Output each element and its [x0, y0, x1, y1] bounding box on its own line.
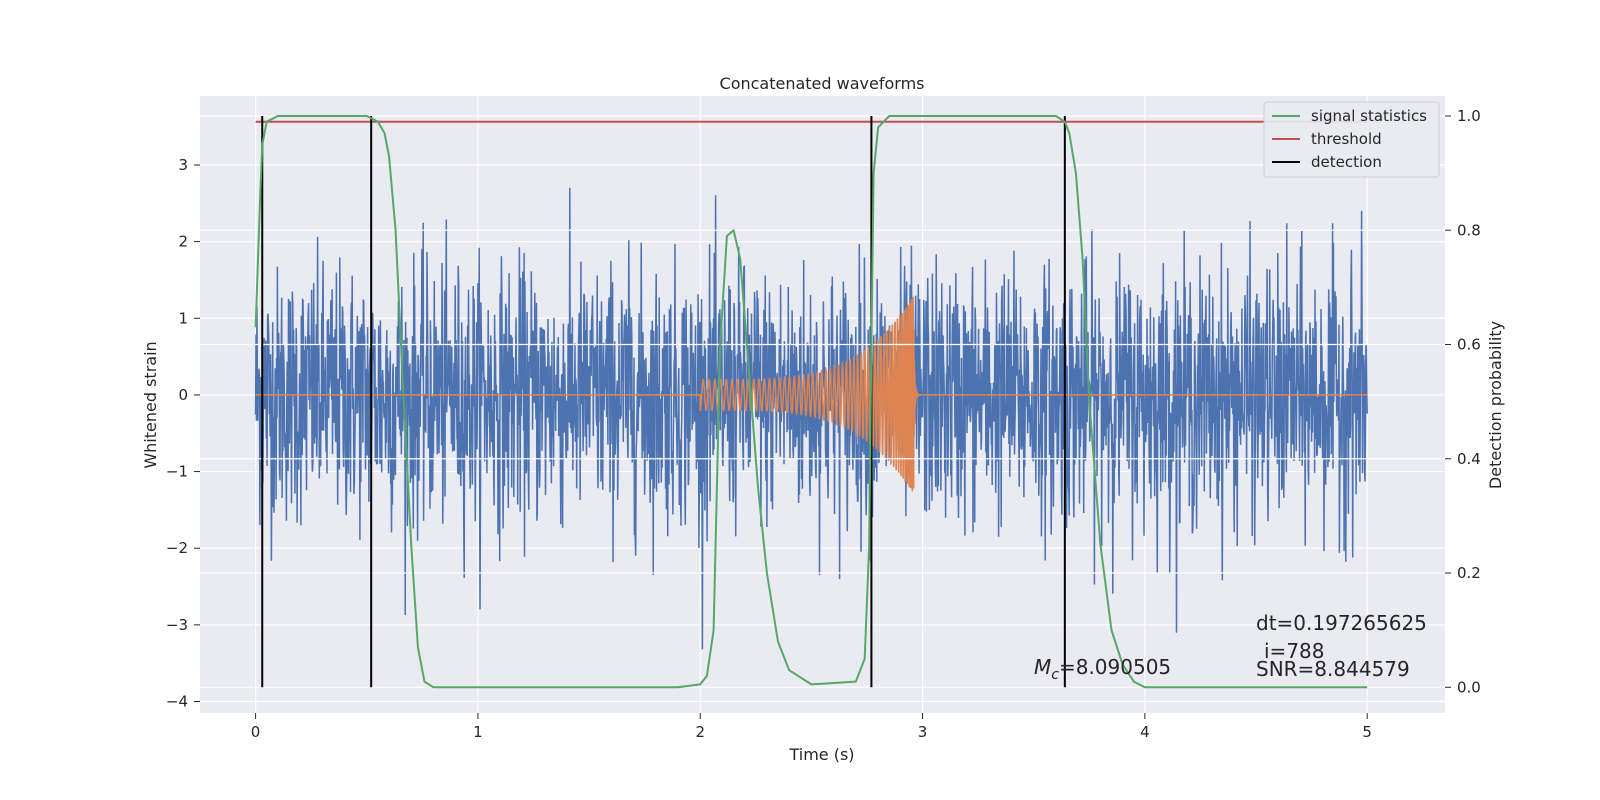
x-tick-label: 4: [1140, 723, 1150, 741]
legend: signal statistics threshold detection: [1263, 101, 1440, 178]
dt-annotation: dt=0.197265625: [1256, 611, 1427, 635]
mc-symbol: M: [1034, 655, 1051, 679]
y-tick-label: −3: [166, 616, 188, 634]
legend-label-signal-statistics: signal statistics: [1311, 107, 1427, 125]
x-tick-label: 0: [251, 723, 261, 741]
snr-annotation: SNR=8.844579: [1256, 657, 1410, 681]
series-injected-chirp: [255, 296, 1368, 492]
y2-tick-label: 0.0: [1457, 678, 1481, 696]
x-tick-label: 5: [1362, 723, 1372, 741]
annotations: Mc=8.090505 dt=0.197265625 i=788 SNR=8.8…: [1034, 611, 1427, 683]
chirp-line: [255, 296, 1368, 492]
y2-tick-label: 0.6: [1457, 336, 1481, 354]
y2-tick-label: 1.0: [1457, 107, 1481, 125]
y2-tick-label: 0.2: [1457, 564, 1481, 582]
y-axis-label: Whitened strain: [141, 341, 160, 468]
x-axis-label: Time (s): [788, 745, 854, 764]
legend-label-detection: detection: [1311, 153, 1382, 171]
signal-statistics-line: [254, 115, 1368, 689]
y-tick-label: 0: [178, 386, 188, 404]
chart-title: Concatenated waveforms: [720, 74, 925, 93]
x-tick-label: 1: [473, 723, 483, 741]
x-tick-label: 2: [695, 723, 705, 741]
mc-annotation: Mc=8.090505: [1034, 655, 1171, 683]
probability-overlay: [254, 115, 1368, 689]
mc-value: =8.090505: [1059, 655, 1171, 679]
y2-axis-label: Detection probability: [1486, 321, 1505, 489]
axes: 0 1 2 3 4 5 −4 −3 −2 −1 0 1 2 3 0.0 0.2 0.4 0.6 0.8 1.0: [166, 107, 1481, 741]
y-tick-label: −1: [166, 463, 188, 481]
legend-box: [1263, 101, 1440, 178]
y-tick-label: 2: [178, 233, 188, 251]
y-tick-label: 3: [178, 156, 188, 174]
x-tick-label: 3: [918, 723, 928, 741]
legend-label-threshold: threshold: [1311, 130, 1382, 148]
y-tick-label: 1: [178, 309, 188, 327]
y-tick-label: −4: [166, 693, 188, 711]
y2-tick-label: 0.8: [1457, 221, 1481, 239]
y-tick-label: −2: [166, 539, 188, 557]
i-annotation: i=788: [1264, 639, 1325, 663]
mc-subscript: c: [1051, 667, 1059, 683]
y2-tick-label: 0.4: [1457, 450, 1481, 468]
